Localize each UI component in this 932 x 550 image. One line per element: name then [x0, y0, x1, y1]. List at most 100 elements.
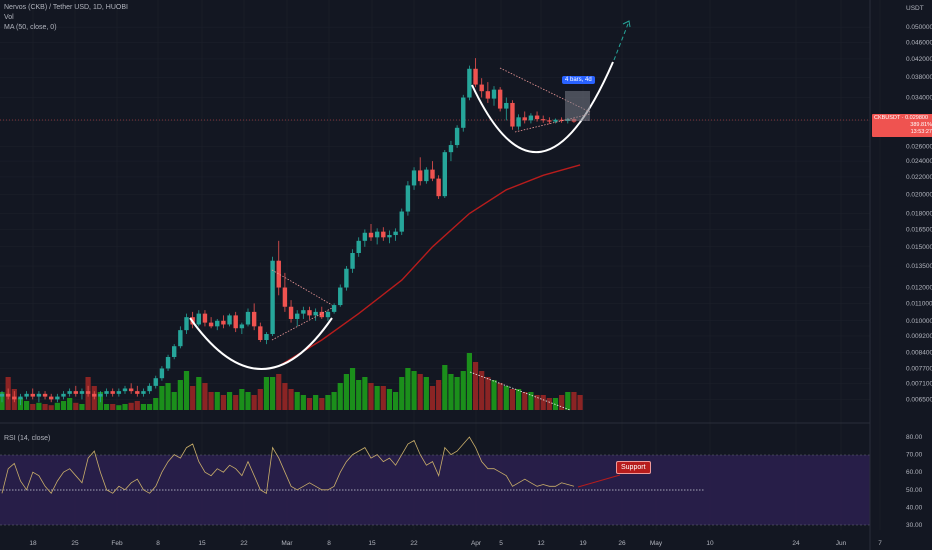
- candle-body: [313, 311, 318, 316]
- candle-body: [448, 145, 454, 153]
- volume-bar: [565, 392, 571, 410]
- price-tick-label: 0.034000: [906, 95, 932, 102]
- price-tick-label: 0.042000: [906, 56, 932, 63]
- candle-body: [325, 311, 331, 318]
- support-line[interactable]: [577, 474, 621, 488]
- candle-body: [288, 306, 294, 319]
- time-tick-label: Mar: [281, 540, 293, 547]
- vol-legend[interactable]: Vol: [4, 14, 14, 21]
- volume-bar: [67, 398, 73, 410]
- candle-body: [67, 391, 72, 394]
- rsi-line: [1, 436, 575, 495]
- symbol-legend[interactable]: Nervos (CKB) / Tether USD, 1D, HUOBI: [4, 4, 128, 11]
- volume-bar: [73, 402, 79, 410]
- candle-body: [128, 388, 134, 392]
- price-tick-label: 0.015000: [906, 244, 932, 251]
- time-tick-label: 5: [499, 540, 503, 547]
- rsi-axis-ticks[interactable]: 80.00 70.00 60.00 50.00 40.00 30.00: [906, 434, 923, 529]
- volume-bar: [429, 386, 436, 410]
- price-axis-ticks[interactable]: 0.050000 0.046000 0.042000 0.038000 0.034000…: [906, 24, 932, 403]
- price-tick-label: 0.046000: [906, 39, 932, 46]
- candle-body: [61, 393, 66, 397]
- bars-range-label[interactable]: 4 bars, 4d: [562, 76, 595, 84]
- last-price: 0.029800: [905, 115, 929, 121]
- price-tick-label: 0.013500: [906, 263, 932, 270]
- candle-body: [251, 311, 257, 327]
- volume-bar: [128, 402, 134, 410]
- candle-body: [221, 320, 226, 325]
- trend-upper-1[interactable]: [271, 269, 333, 306]
- candle-body: [153, 378, 158, 386]
- time-tick-label: 15: [368, 540, 376, 547]
- candle-body: [202, 313, 208, 323]
- candle-body: [104, 391, 109, 394]
- rsi-tick-label: 70.00: [906, 452, 923, 459]
- countdown: 13:53:27: [910, 129, 932, 135]
- candle-body: [424, 169, 429, 182]
- candle-body: [258, 326, 263, 341]
- volume-bar: [147, 404, 153, 410]
- candle-body: [282, 287, 288, 307]
- price-tick-label: 0.020000: [906, 191, 932, 198]
- candle-body: [473, 68, 478, 85]
- volume-bar: [288, 389, 294, 410]
- ma-legend[interactable]: MA (50, close, 0): [4, 24, 57, 31]
- volume-bar: [245, 392, 251, 410]
- time-tick-label: Jun: [836, 540, 847, 547]
- candle-body: [430, 169, 435, 179]
- rsi-legend[interactable]: RSI (14, close): [4, 435, 51, 442]
- rsi-tick-label: 40.00: [906, 504, 923, 511]
- volume-bar: [306, 398, 313, 410]
- price-tick-label: 0.018000: [906, 211, 932, 218]
- support-label[interactable]: Support: [616, 461, 651, 474]
- volume-bar: [24, 401, 30, 410]
- candle-body: [485, 91, 491, 99]
- time-tick-label: 24: [792, 540, 800, 547]
- volume-bar: [491, 380, 497, 410]
- projection-arrowhead-icon: [622, 20, 631, 28]
- volume-bar: [116, 405, 122, 410]
- volume-bar: [454, 377, 460, 410]
- candle-body: [73, 391, 78, 394]
- candle-body: [12, 396, 17, 400]
- volume-bar: [183, 371, 190, 410]
- time-tick-label: Apr: [471, 540, 482, 547]
- volume-bar: [226, 392, 233, 410]
- volume-bar: [509, 389, 516, 410]
- volume-bar: [270, 377, 276, 410]
- price-tick-label: 0.006500: [906, 396, 932, 403]
- price-tick-label: 0.007700: [906, 365, 932, 372]
- candle-body: [547, 120, 552, 122]
- volume-bar: [325, 395, 331, 410]
- candle-body: [522, 117, 527, 121]
- candle-body: [245, 311, 251, 325]
- candle-body: [135, 391, 140, 394]
- candle-body: [541, 119, 546, 121]
- candle-body: [110, 391, 115, 394]
- time-tick-label: 12: [537, 540, 545, 547]
- candle-body: [295, 313, 300, 319]
- volume-bar: [436, 380, 442, 410]
- rsi-tick-label: 80.00: [906, 434, 923, 441]
- candle-body: [178, 330, 183, 347]
- volume-bar: [171, 392, 177, 410]
- cup-drawing-2[interactable]: [471, 61, 614, 154]
- date-range-box[interactable]: [565, 91, 590, 121]
- volume-bar: [423, 377, 429, 410]
- volume-bar: [546, 398, 552, 410]
- candle-body: [85, 391, 91, 394]
- candle-body: [436, 178, 441, 197]
- volume-bar: [190, 386, 196, 410]
- time-axis-ticks[interactable]: 18 25 Feb 8 15 22 Mar 8 15 22 Apr 5 12 19 26 May 10 24 Jun…: [29, 540, 882, 547]
- volume-bar: [36, 402, 42, 410]
- trend-lower-1[interactable]: [271, 307, 333, 341]
- candle-body: [208, 322, 214, 327]
- volume-bar: [349, 368, 356, 410]
- time-tick-label: 15: [198, 540, 206, 547]
- candle-body: [147, 385, 152, 392]
- price-tick-label: 0.026000: [906, 143, 932, 150]
- volume-bar: [48, 405, 54, 410]
- cup-drawing-1[interactable]: [189, 317, 333, 370]
- candle-body: [233, 315, 238, 329]
